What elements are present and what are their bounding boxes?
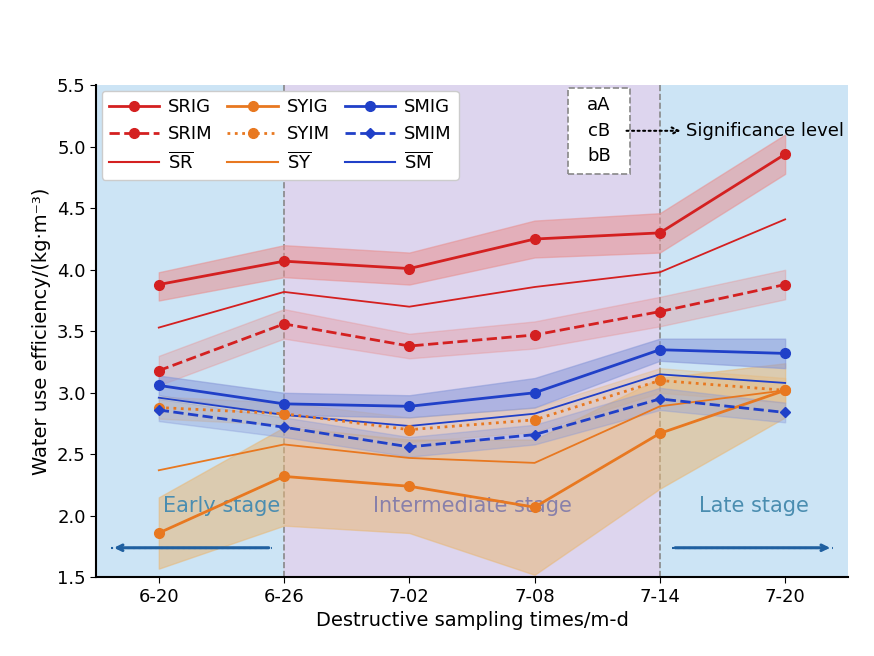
Y-axis label: Water use efficiency/(kg·m⁻³): Water use efficiency/(kg·m⁻³) bbox=[32, 188, 52, 475]
Bar bbox=[96, 85, 284, 577]
Bar bbox=[284, 85, 660, 577]
Text: Intermediate stage: Intermediate stage bbox=[372, 496, 572, 516]
Text: Early stage: Early stage bbox=[163, 496, 280, 516]
Legend: SRIG, SRIM, $\overline{\rm SR}$, SYIG, SYIM, $\overline{\rm SY}$, SMIG, SMIM, $\: SRIG, SRIM, $\overline{\rm SR}$, SYIG, S… bbox=[101, 91, 459, 180]
X-axis label: Destructive sampling times/m-d: Destructive sampling times/m-d bbox=[316, 611, 628, 630]
Text: aA: aA bbox=[587, 96, 611, 114]
FancyBboxPatch shape bbox=[568, 88, 630, 174]
Text: cB: cB bbox=[588, 122, 610, 140]
Bar bbox=[660, 85, 848, 577]
Text: bB: bB bbox=[587, 147, 611, 165]
Text: Significance level: Significance level bbox=[625, 122, 844, 140]
Text: Late stage: Late stage bbox=[699, 496, 808, 516]
